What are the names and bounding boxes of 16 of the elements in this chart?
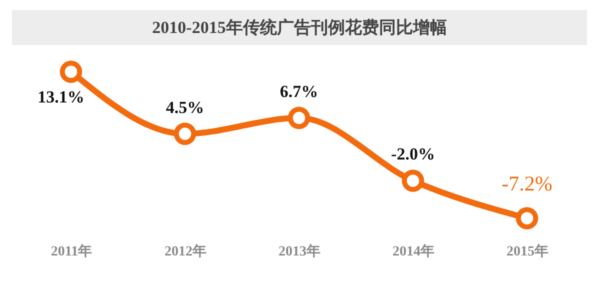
point [60,60,82,83]
x-tick-label: 2014年 [392,244,434,260]
data-label: 6.7% [280,82,318,101]
point [288,106,310,130]
point [174,122,196,145]
x-tick-label: 2013年 [278,244,320,260]
data-label: 13.1% [38,88,84,107]
x-tick-label: 2012年 [164,244,206,260]
x-tick-label: 2011年 [50,244,92,260]
point [402,170,424,192]
data-label: -2.0% [391,144,435,164]
data-label: -7.2% [502,171,552,196]
x-tick-label: 2015年 [506,244,548,260]
point [516,207,538,230]
chart-title: 2010-2015年传统广告刊例花费同比增幅 [12,10,587,45]
data-label: 4.5% [166,98,204,117]
